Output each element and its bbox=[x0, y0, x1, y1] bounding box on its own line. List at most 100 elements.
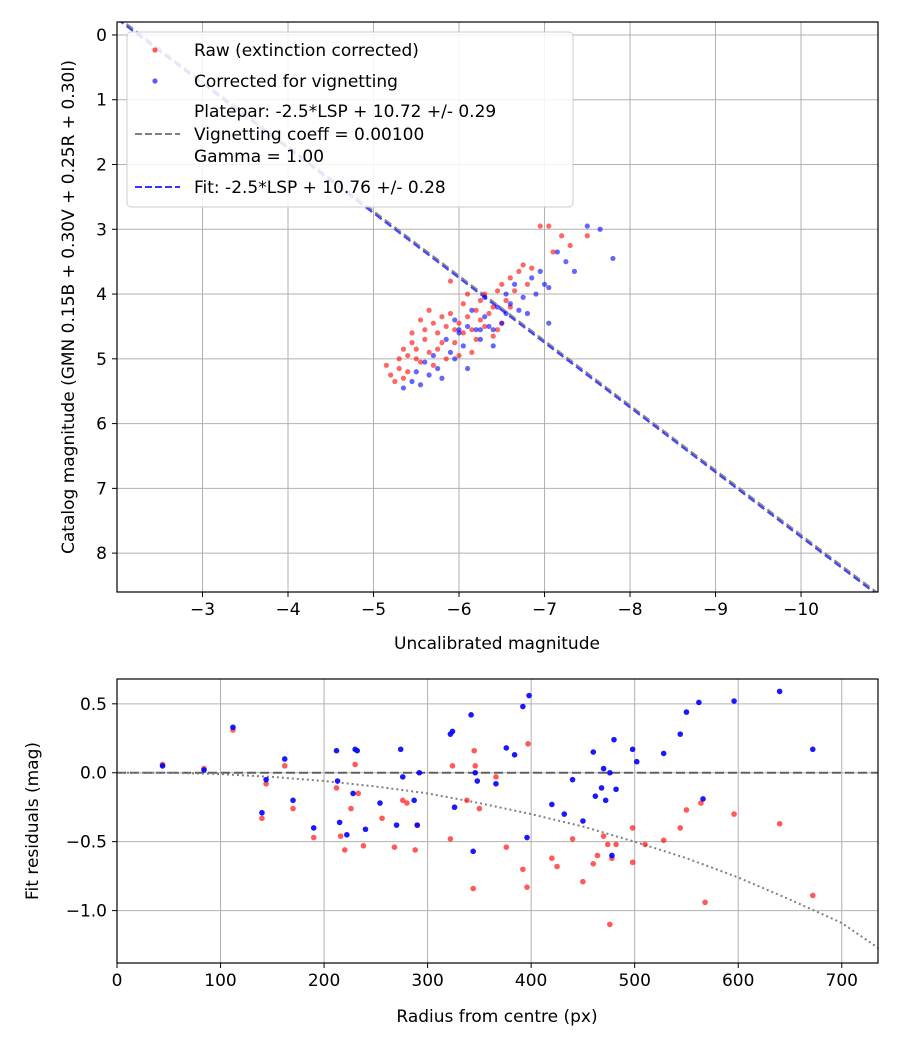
raw-point bbox=[490, 333, 496, 339]
raw-residual-point bbox=[525, 740, 531, 747]
raw-point bbox=[447, 278, 454, 284]
corrected-residual-point bbox=[336, 819, 343, 826]
raw-point bbox=[469, 349, 475, 355]
top-y-tick-label: 1 bbox=[96, 91, 107, 111]
raw-point bbox=[490, 304, 496, 310]
raw-point bbox=[400, 346, 407, 352]
raw-residual-point bbox=[348, 805, 354, 812]
raw-point bbox=[460, 301, 466, 307]
raw-residual-point bbox=[281, 763, 288, 769]
corrected-residual-point bbox=[472, 769, 479, 776]
top-y-tick-label: 8 bbox=[96, 544, 107, 564]
legend-platepar-label: Platepar: -2.5*LSP + 10.72 +/- 0.29 bbox=[194, 102, 496, 122]
corrected-residual-point bbox=[731, 698, 737, 704]
raw-point bbox=[452, 327, 458, 333]
top-panel: −3 −4 −5 −6 −7 −8 −9 −10 0 1 2 3 4 5 6 7 8 Uncalibrated… bbox=[59, 21, 879, 654]
corrected-point bbox=[554, 249, 560, 255]
raw-point bbox=[499, 281, 505, 287]
raw-point bbox=[435, 330, 441, 336]
raw-point bbox=[473, 307, 479, 313]
corrected-residual-point bbox=[809, 746, 816, 753]
raw-point bbox=[422, 327, 428, 333]
corrected-residual-point bbox=[776, 688, 783, 695]
raw-point bbox=[392, 378, 398, 385]
legend-raw-marker bbox=[152, 47, 158, 53]
corrected-residual-point bbox=[259, 809, 265, 816]
raw-point bbox=[503, 297, 509, 304]
corrected-residual-point bbox=[526, 692, 532, 699]
raw-residual-point bbox=[472, 763, 479, 769]
raw-residual-point bbox=[493, 774, 499, 780]
raw-residual-point bbox=[660, 837, 667, 844]
corrected-residual-point bbox=[397, 746, 404, 753]
raw-residual-point bbox=[594, 852, 601, 859]
corrected-point bbox=[447, 349, 454, 355]
raw-residual-point bbox=[554, 863, 560, 870]
bottom-y-tick-label: −0.5 bbox=[66, 833, 107, 853]
top-x-tick-label: −10 bbox=[783, 600, 819, 620]
corrected-point bbox=[546, 284, 552, 291]
corrected-point bbox=[430, 352, 436, 359]
raw-residual-point bbox=[476, 805, 483, 812]
corrected-point bbox=[443, 336, 449, 342]
corrected-residual-point bbox=[263, 776, 269, 783]
raw-point bbox=[396, 365, 402, 372]
corrected-residual-point bbox=[613, 786, 619, 793]
raw-point bbox=[426, 349, 432, 355]
corrected-residual-point bbox=[580, 818, 586, 824]
corrected-point bbox=[490, 327, 496, 333]
raw-point bbox=[439, 314, 445, 320]
corrected-point bbox=[409, 378, 415, 385]
raw-residual-point bbox=[549, 855, 555, 862]
legend-corrected-marker bbox=[152, 78, 158, 84]
corrected-point bbox=[597, 226, 603, 232]
raw-residual-point bbox=[580, 878, 586, 885]
corrected-residual-point bbox=[399, 774, 406, 780]
bottom-y-axis-label: Fit residuals (mag) bbox=[23, 742, 43, 900]
raw-residual-point bbox=[404, 800, 410, 806]
corrected-point bbox=[486, 323, 492, 330]
raw-residual-point bbox=[683, 807, 690, 813]
corrected-residual-point bbox=[592, 793, 599, 799]
corrected-point bbox=[499, 320, 505, 326]
raw-point bbox=[417, 359, 424, 365]
bottom-x-tick-label: 500 bbox=[618, 971, 650, 991]
raw-point bbox=[473, 336, 479, 342]
raw-residual-point bbox=[290, 805, 296, 812]
corrected-residual-point bbox=[470, 848, 476, 855]
raw-point bbox=[524, 281, 531, 287]
raw-point bbox=[486, 310, 492, 317]
raw-point bbox=[383, 362, 389, 368]
raw-point bbox=[396, 356, 402, 362]
raw-residual-point bbox=[399, 797, 406, 804]
corrected-point bbox=[584, 223, 590, 229]
corrected-residual-point bbox=[660, 750, 667, 757]
corrected-point bbox=[426, 372, 432, 378]
corrected-residual-point bbox=[414, 822, 421, 828]
raw-point bbox=[417, 317, 424, 323]
corrected-residual-point bbox=[449, 728, 456, 735]
corrected-point bbox=[452, 356, 458, 362]
raw-residual-point bbox=[352, 761, 358, 768]
bottom-axes-frame bbox=[116, 678, 879, 964]
raw-residual-point bbox=[613, 841, 619, 848]
raw-point bbox=[409, 340, 415, 346]
corrected-residual-point bbox=[549, 801, 555, 808]
raw-point bbox=[422, 336, 428, 342]
corrected-point bbox=[529, 275, 535, 281]
raw-point bbox=[405, 352, 411, 359]
corrected-point bbox=[422, 359, 428, 365]
corrected-residual-point bbox=[333, 747, 340, 754]
raw-point bbox=[520, 262, 526, 268]
raw-point bbox=[456, 352, 462, 359]
corrected-point bbox=[571, 268, 578, 274]
bottom-x-tick-label: 200 bbox=[308, 971, 340, 991]
raw-residual-point bbox=[607, 921, 613, 928]
corrected-point bbox=[563, 259, 569, 265]
corrected-residual-point bbox=[602, 797, 609, 804]
legend-fit-label: Fit: -2.5*LSP + 10.76 +/- 0.28 bbox=[194, 178, 446, 198]
top-x-tick-label: −4 bbox=[275, 600, 300, 620]
raw-residual-point bbox=[337, 833, 344, 839]
raw-point bbox=[464, 291, 471, 297]
